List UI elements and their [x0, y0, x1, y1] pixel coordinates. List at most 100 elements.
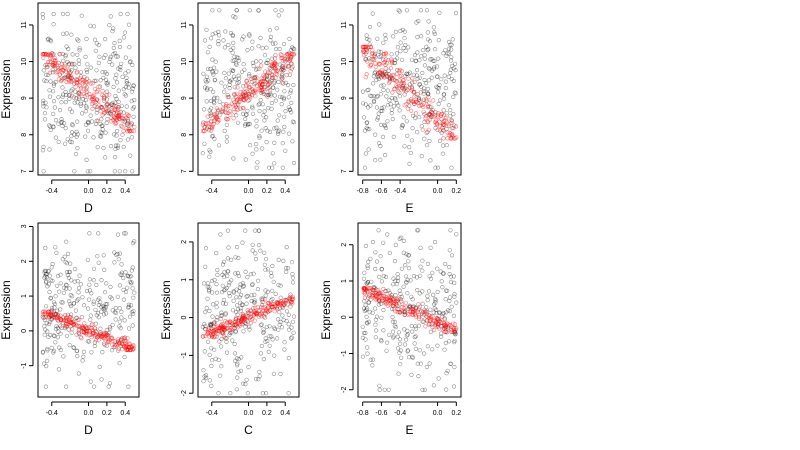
observed-point: [420, 301, 425, 306]
observed-point: [371, 74, 376, 79]
observed-point: [370, 239, 376, 245]
observed-point: [383, 36, 388, 42]
observed-point: [378, 108, 383, 114]
fitted-point: [79, 336, 84, 341]
fitted-point: [236, 319, 242, 324]
observed-point: [288, 304, 293, 309]
observed-point: [126, 69, 131, 74]
fitted-point: [238, 89, 243, 95]
observed-point: [247, 8, 252, 13]
observed-point: [203, 264, 208, 269]
observed-point: [234, 309, 239, 315]
fitted-point: [390, 90, 395, 95]
observed-point: [265, 128, 270, 133]
observed-point: [417, 75, 422, 80]
x-axis-title: E: [405, 201, 413, 215]
observed-point: [448, 114, 453, 119]
observed-point: [373, 158, 378, 163]
observed-point: [102, 267, 107, 273]
observed-point: [92, 343, 97, 349]
observed-point: [126, 22, 132, 27]
fitted-point: [424, 317, 430, 323]
observed-point: [418, 245, 423, 250]
fitted-point: [219, 325, 224, 330]
fitted-point: [426, 112, 431, 117]
fitted-point: [403, 300, 409, 305]
observed-point: [378, 92, 383, 97]
observed-point: [122, 354, 127, 360]
observed-point: [391, 104, 397, 109]
observed-point: [44, 275, 50, 280]
observed-point: [48, 124, 53, 129]
observed-point: [400, 27, 405, 33]
y-tick-label: -2: [181, 390, 188, 396]
observed-point: [405, 349, 410, 354]
observed-point: [230, 32, 235, 38]
observed-point: [118, 67, 123, 72]
observed-point: [228, 391, 233, 396]
observed-point: [120, 132, 125, 137]
observed-point: [73, 152, 79, 157]
observed-point: [375, 36, 380, 41]
observed-point: [395, 272, 400, 277]
observed-point: [113, 305, 118, 311]
fitted-point: [212, 321, 217, 326]
observed-point: [55, 335, 60, 340]
observed-point: [380, 134, 386, 139]
observed-point: [113, 310, 119, 316]
fitted-point: [223, 319, 228, 324]
observed-point: [114, 129, 120, 134]
observed-point: [428, 276, 434, 281]
observed-point: [207, 154, 212, 159]
observed-point: [43, 269, 48, 274]
observed-point: [261, 91, 266, 96]
observed-point: [63, 126, 68, 131]
observed-point: [271, 279, 276, 284]
fitted-point: [242, 98, 247, 103]
observed-point: [85, 119, 90, 124]
observed-point: [85, 169, 90, 174]
observed-point: [405, 332, 410, 337]
fitted-point: [430, 107, 435, 113]
observed-point: [428, 57, 433, 62]
observed-point: [236, 369, 241, 374]
fitted-point: [286, 64, 291, 69]
observed-point: [414, 73, 420, 78]
fitted-point: [78, 86, 84, 91]
fitted-point: [391, 300, 396, 306]
fitted-point: [383, 288, 388, 294]
observed-point: [94, 282, 99, 288]
observed-point: [67, 96, 72, 101]
fitted-point: [442, 317, 447, 322]
fitted-point: [257, 308, 262, 313]
observed-point: [63, 286, 69, 291]
fitted-point: [231, 116, 236, 121]
fitted-point: [445, 130, 450, 135]
observed-point: [95, 145, 100, 150]
observed-point: [121, 144, 126, 150]
observed-point: [290, 45, 295, 50]
observed-point: [446, 46, 452, 52]
observed-point: [88, 113, 93, 118]
fitted-point: [279, 74, 284, 80]
observed-point: [205, 296, 210, 301]
observed-point: [113, 146, 118, 152]
observed-point: [114, 72, 119, 77]
observed-point: [366, 147, 371, 152]
observed-point: [105, 80, 110, 85]
observed-point: [70, 123, 75, 128]
plot-box: [197, 222, 300, 398]
observed-point: [74, 348, 80, 354]
observed-point: [406, 45, 411, 50]
observed-point: [255, 66, 260, 71]
observed-point: [385, 340, 390, 345]
observed-point: [48, 79, 53, 84]
fitted-point: [205, 114, 210, 119]
observed-point: [373, 69, 378, 74]
fitted-point: [76, 89, 82, 95]
observed-point: [365, 88, 370, 93]
observed-point: [364, 314, 369, 320]
observed-point: [107, 381, 113, 386]
observed-point: [274, 26, 279, 31]
observed-point: [51, 111, 56, 116]
